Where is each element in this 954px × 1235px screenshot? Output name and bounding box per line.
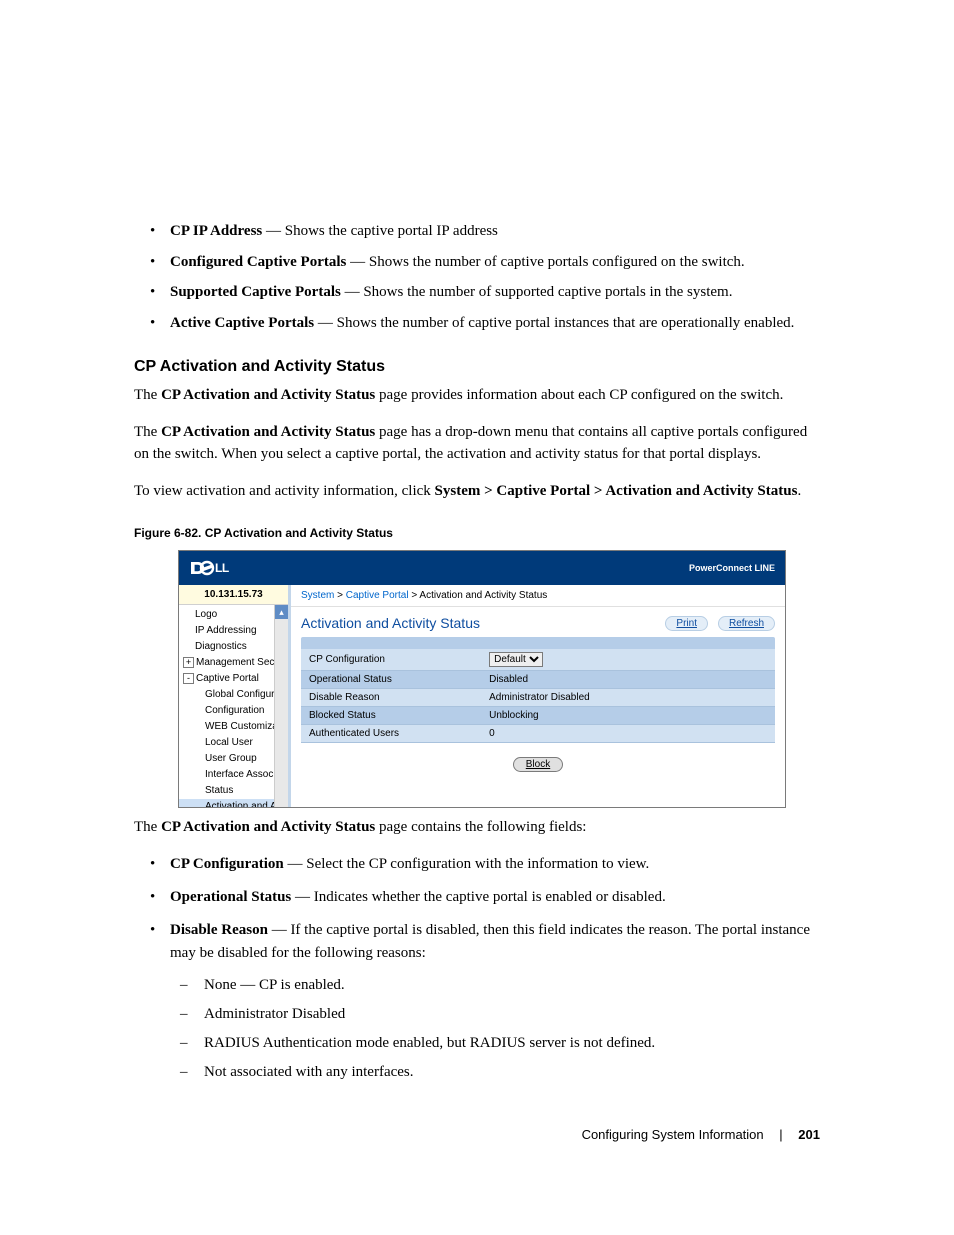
nav-ip: 10.131.15.73 xyxy=(179,585,288,605)
nav-item-label: Activation and Ac xyxy=(205,801,282,807)
list-item: CP Configuration — Select the CP configu… xyxy=(134,853,820,876)
refresh-button[interactable]: Refresh xyxy=(718,616,775,631)
nav-tree-item[interactable]: Interface Associat xyxy=(179,767,288,783)
nav-item-label: Interface Associat xyxy=(205,769,284,780)
top-bullet-list: CP IP Address — Shows the captive portal… xyxy=(134,220,820,334)
term: Configured Captive Portals xyxy=(170,254,346,270)
list-item: CP IP Address — Shows the captive portal… xyxy=(134,220,820,243)
nav-tree-item[interactable]: Logo xyxy=(179,607,288,623)
nav-item-label: Status xyxy=(205,785,233,796)
block-button[interactable]: Block xyxy=(513,757,563,772)
table-row: Authenticated Users 0 xyxy=(301,725,775,743)
status-table: CP Configuration Default Operational Sta… xyxy=(301,649,775,743)
embedded-screenshot: LL PowerConnect LINE 10.131.15.73 Logo IP… xyxy=(178,550,786,808)
tree-expand-icon[interactable]: + xyxy=(183,657,194,668)
topbar: LL PowerConnect LINE xyxy=(179,551,785,585)
nav-item-label: WEB Customizat xyxy=(205,721,281,732)
nav-item-label: IP Addressing xyxy=(195,625,257,636)
scrollbar[interactable]: ▴ xyxy=(274,605,288,807)
scroll-up-icon[interactable]: ▴ xyxy=(275,605,288,619)
sub-item: Not associated with any interfaces. xyxy=(170,1061,820,1084)
table-row: Blocked Status Unblocking xyxy=(301,707,775,725)
term: Disable Reason xyxy=(170,922,268,938)
nav-item-label: Diagnostics xyxy=(195,641,247,652)
nav-tree-item[interactable]: Activation and Ac xyxy=(179,799,288,807)
row-value: 0 xyxy=(481,725,775,743)
term: Operational Status xyxy=(170,889,291,905)
paragraph: To view activation and activity informat… xyxy=(134,480,820,503)
paragraph: The CP Activation and Activity Status pa… xyxy=(134,421,820,466)
list-item: Supported Captive Portals — Shows the nu… xyxy=(134,281,820,304)
row-label: Operational Status xyxy=(301,671,481,689)
list-item: Configured Captive Portals — Shows the n… xyxy=(134,251,820,274)
dell-logo: LL xyxy=(189,557,269,579)
nav-tree-item[interactable]: Status xyxy=(179,783,288,799)
desc: Shows the number of supported captive po… xyxy=(363,284,732,300)
row-label: CP Configuration xyxy=(301,649,481,671)
field-bullet-list: CP Configuration — Select the CP configu… xyxy=(134,853,820,1085)
table-row: CP Configuration Default xyxy=(301,649,775,671)
nav-item-label: Captive Portal xyxy=(196,673,259,684)
paragraph: The CP Activation and Activity Status pa… xyxy=(134,816,820,839)
breadcrumb-current: Activation and Activity Status xyxy=(419,590,547,601)
row-label: Disable Reason xyxy=(301,689,481,707)
nav-tree-item[interactable]: +Management Securit xyxy=(179,655,288,671)
figure-caption: Figure 6-82. CP Activation and Activity … xyxy=(134,526,820,540)
page-title: Activation and Activity Status xyxy=(301,615,480,631)
tree-expand-icon[interactable]: - xyxy=(183,673,194,684)
list-item: Operational Status — Indicates whether t… xyxy=(134,886,820,909)
row-value: Administrator Disabled xyxy=(481,689,775,707)
table-header-bar xyxy=(301,637,775,649)
row-label: Blocked Status xyxy=(301,707,481,725)
desc: Shows the number of captive portal insta… xyxy=(337,315,795,331)
row-value: Disabled xyxy=(481,671,775,689)
paragraph: The CP Activation and Activity Status pa… xyxy=(134,384,820,407)
list-item: Active Captive Portals — Shows the numbe… xyxy=(134,312,820,335)
nav-item-label: Logo xyxy=(195,609,217,620)
nav-item-label: Configuration xyxy=(205,705,264,716)
table-row: Operational Status Disabled xyxy=(301,671,775,689)
cp-config-dropdown[interactable]: Default xyxy=(489,652,543,667)
row-value: Unblocking xyxy=(481,707,775,725)
term: Active Captive Portals xyxy=(170,315,314,331)
desc: Shows the number of captive portals conf… xyxy=(369,254,745,270)
sub-item: Administrator Disabled xyxy=(170,1003,820,1026)
page-number: 201 xyxy=(798,1127,820,1142)
nav-tree-item[interactable]: User Group xyxy=(179,751,288,767)
nav-tree-item[interactable]: -Captive Portal xyxy=(179,671,288,687)
nav-item-label: Local User xyxy=(205,737,253,748)
term: CP IP Address xyxy=(170,223,262,239)
desc: Select the CP configuration with the inf… xyxy=(306,856,649,872)
term: CP Configuration xyxy=(170,856,284,872)
desc: Indicates whether the captive portal is … xyxy=(314,889,666,905)
nav-tree-item[interactable]: Configuration xyxy=(179,703,288,719)
nav-tree-item[interactable]: IP Addressing xyxy=(179,623,288,639)
breadcrumb: System > Captive Portal > Activation and… xyxy=(291,585,785,607)
product-label: PowerConnect LINE xyxy=(689,563,775,573)
svg-text:LL: LL xyxy=(215,561,229,575)
sub-item: None — CP is enabled. xyxy=(170,974,820,997)
print-button[interactable]: Print xyxy=(665,616,708,631)
desc: Shows the captive portal IP address xyxy=(285,223,498,239)
section-heading: CP Activation and Activity Status xyxy=(134,358,820,376)
table-row: Disable Reason Administrator Disabled xyxy=(301,689,775,707)
breadcrumb-link[interactable]: Captive Portal xyxy=(346,590,409,601)
list-item: Disable Reason — If the captive portal i… xyxy=(134,919,820,1085)
nav-tree-item[interactable]: Local User xyxy=(179,735,288,751)
breadcrumb-link[interactable]: System xyxy=(301,590,334,601)
footer-section: Configuring System Information xyxy=(582,1127,764,1142)
term: Supported Captive Portals xyxy=(170,284,341,300)
nav-tree-item[interactable]: WEB Customizat xyxy=(179,719,288,735)
page-footer: Configuring System Information | 201 xyxy=(134,1127,820,1142)
sub-item: RADIUS Authentication mode enabled, but … xyxy=(170,1032,820,1055)
row-label: Authenticated Users xyxy=(301,725,481,743)
nav-tree-item[interactable]: Diagnostics xyxy=(179,639,288,655)
nav-tree: 10.131.15.73 Logo IP Addressing Diagnostic… xyxy=(179,585,291,807)
nav-item-label: User Group xyxy=(205,753,257,764)
nav-tree-item[interactable]: Global Configurati xyxy=(179,687,288,703)
sub-list: None — CP is enabled. Administrator Disa… xyxy=(170,974,820,1085)
